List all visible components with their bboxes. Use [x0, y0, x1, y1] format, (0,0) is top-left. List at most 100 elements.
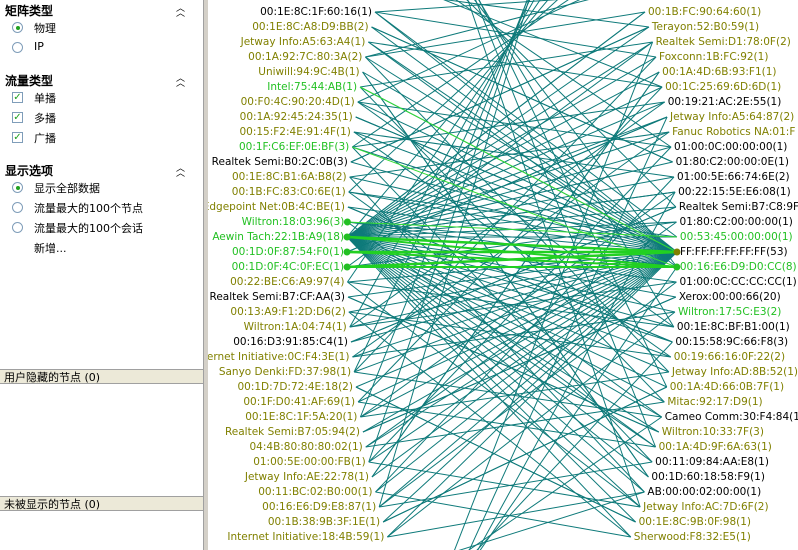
node-label: Wiltron:18:03:96(3) [242, 216, 345, 228]
edge [353, 131, 678, 253]
node-label: 00:19:21:AC:2E:55(1) [668, 96, 782, 108]
edge [346, 146, 672, 238]
node-dot [343, 263, 351, 271]
edge [347, 235, 678, 254]
node-label: 00:1F:C6:EF:0E:BF(3) [239, 141, 349, 153]
edge [368, 146, 672, 463]
node-label: Internet Initiative:18:4B:59(1) [227, 531, 384, 543]
option-label[interactable]: IP [34, 40, 44, 53]
node-label: Wiltron:17:5C:E3(2) [678, 306, 781, 318]
option-label[interactable]: 物理 [34, 22, 56, 35]
node-label: 00:53:45:00:00:00(1) [680, 231, 793, 243]
edge [455, 0, 672, 148]
edge [347, 206, 676, 238]
node-dot [343, 248, 351, 256]
edge [346, 56, 657, 238]
edge [346, 236, 645, 493]
graph: 00:1E:8C:1F:60:16(1) 00:1E:8C:A8:D9:BB(2)… [208, 0, 798, 550]
radio[interactable] [12, 42, 23, 53]
node-label: Wiltron:10:33:7F(3) [662, 426, 764, 438]
edge [374, 11, 678, 253]
edge [357, 0, 581, 103]
node-label: Wiltron:1A:04:74(1) [244, 321, 347, 333]
option-label[interactable]: 显示全部数据 [34, 182, 100, 195]
node-label: AB:00:00:02:00:00(1) [647, 486, 761, 498]
option-label[interactable]: 广播 [34, 132, 56, 145]
edge [357, 101, 678, 253]
edge [346, 236, 671, 358]
edge [467, 0, 641, 508]
edge [475, 0, 657, 448]
node-label: Uniwill:94:9C:4B(1) [258, 66, 359, 78]
node-label: 00:16:E6:D9:E8:87(1) [262, 501, 376, 513]
edge [382, 251, 678, 523]
sidebar: 矩阵类型 ︿ ︿ 物理 IP 流量类型 ︿ ︿ ✓ 单播 ✓ 多播 ✓ 广播 显示选项 ︿ ︿ 显示全部数据 流量最… [0, 0, 203, 550]
node-label: 00:16:E6:D9:D0:CC(8) [680, 261, 797, 273]
radio[interactable] [12, 202, 23, 213]
edge [358, 401, 656, 448]
checkbox[interactable]: ✓ [12, 92, 23, 103]
node-label: Realtek Semi:D1:78:0F(2) [656, 36, 791, 48]
option-label[interactable]: 流量最大的100个节点 [34, 202, 143, 215]
node-label: Intel:75:44:AB(1) [267, 81, 357, 93]
node-dot [673, 263, 681, 271]
panel-header[interactable]: 未被显示的节点 (0) [0, 496, 203, 511]
radio[interactable] [12, 22, 23, 33]
node-label: Internet Initiative:0C:F4:3E(1) [208, 351, 349, 363]
node-label: 01:00:5E:00:00:FB(1) [253, 456, 366, 468]
edge [357, 251, 678, 403]
edge [479, 266, 678, 550]
option-label[interactable]: 流量最大的100个会话 [34, 222, 143, 235]
node-label: 00:1E:8C:B1:6A:B8(2) [232, 171, 347, 183]
edge [458, 491, 645, 550]
edge [387, 491, 645, 538]
edge [368, 41, 678, 253]
node-label: 04:4B:80:80:80:02(1) [249, 441, 362, 453]
edge [382, 386, 667, 523]
collapse-button[interactable]: ︿ ︿ [176, 4, 186, 19]
collapse-button[interactable]: ︿ ︿ [176, 74, 186, 89]
edge [346, 236, 670, 373]
checkbox[interactable]: ✓ [12, 132, 23, 143]
node-label: Jetway Info:A5:63:A4(1) [240, 36, 366, 48]
panel-header[interactable]: 用户隐藏的节点 (0) [0, 369, 203, 384]
radio[interactable] [12, 222, 23, 233]
node-label: 00:1D:60:18:58:F9(1) [651, 471, 765, 483]
collapse-button[interactable]: ︿ ︿ [176, 164, 186, 179]
edge [478, 0, 668, 388]
splitter[interactable] [203, 0, 208, 550]
node-label: 00:1A:4D:6B:93:F1(1) [662, 66, 776, 78]
edge [468, 416, 662, 550]
option-label[interactable]: 新增... [34, 242, 67, 255]
option-label[interactable]: 多播 [34, 112, 56, 125]
node-label: Terayon:52:B0:59(1) [651, 21, 759, 33]
edge [353, 0, 531, 373]
node-label: 00:15:F2:4E:91:4F(1) [239, 126, 350, 138]
node-label: Mitac:92:17:D9(1) [667, 396, 762, 408]
section-title: 矩阵类型 [5, 4, 54, 18]
node-label: 00:1A:92:45:24:35(1) [240, 111, 353, 123]
node-label: Aewin Tach:22:1B:A9(18) [212, 231, 344, 243]
node-label: Xerox:00:00:66(20) [679, 291, 781, 303]
edge [468, 116, 668, 550]
edge [365, 401, 665, 448]
node-label: 00:1E:8C:BF:B1:00(1) [677, 321, 790, 333]
node-label: Realtek Semi:B0:2C:0B(3) [212, 156, 348, 168]
node-label: 00:1B:FC:83:C0:6E(1) [232, 186, 346, 198]
option-label[interactable]: 单播 [34, 92, 56, 105]
node-label: 00:1E:8C:1F:60:16(1) [260, 6, 372, 18]
edge [352, 311, 676, 358]
edge [348, 0, 558, 193]
node-label: Realtek Semi:B7:CF:AA(3) [210, 291, 346, 303]
node-label: 00:F0:4C:90:20:4D(1) [241, 96, 355, 108]
checkbox[interactable]: ✓ [12, 112, 23, 123]
edge [365, 11, 646, 58]
node-label: Jetway Info:AE:22:78(1) [244, 471, 369, 483]
node-label: 00:1D:0F:87:54:F0(1) [232, 246, 344, 258]
edge [371, 26, 673, 163]
edge [351, 0, 569, 148]
edge [352, 146, 678, 268]
edge [347, 206, 673, 343]
radio[interactable] [12, 182, 23, 193]
node-label: 00:1A:92:7C:80:3A(2) [248, 51, 362, 63]
